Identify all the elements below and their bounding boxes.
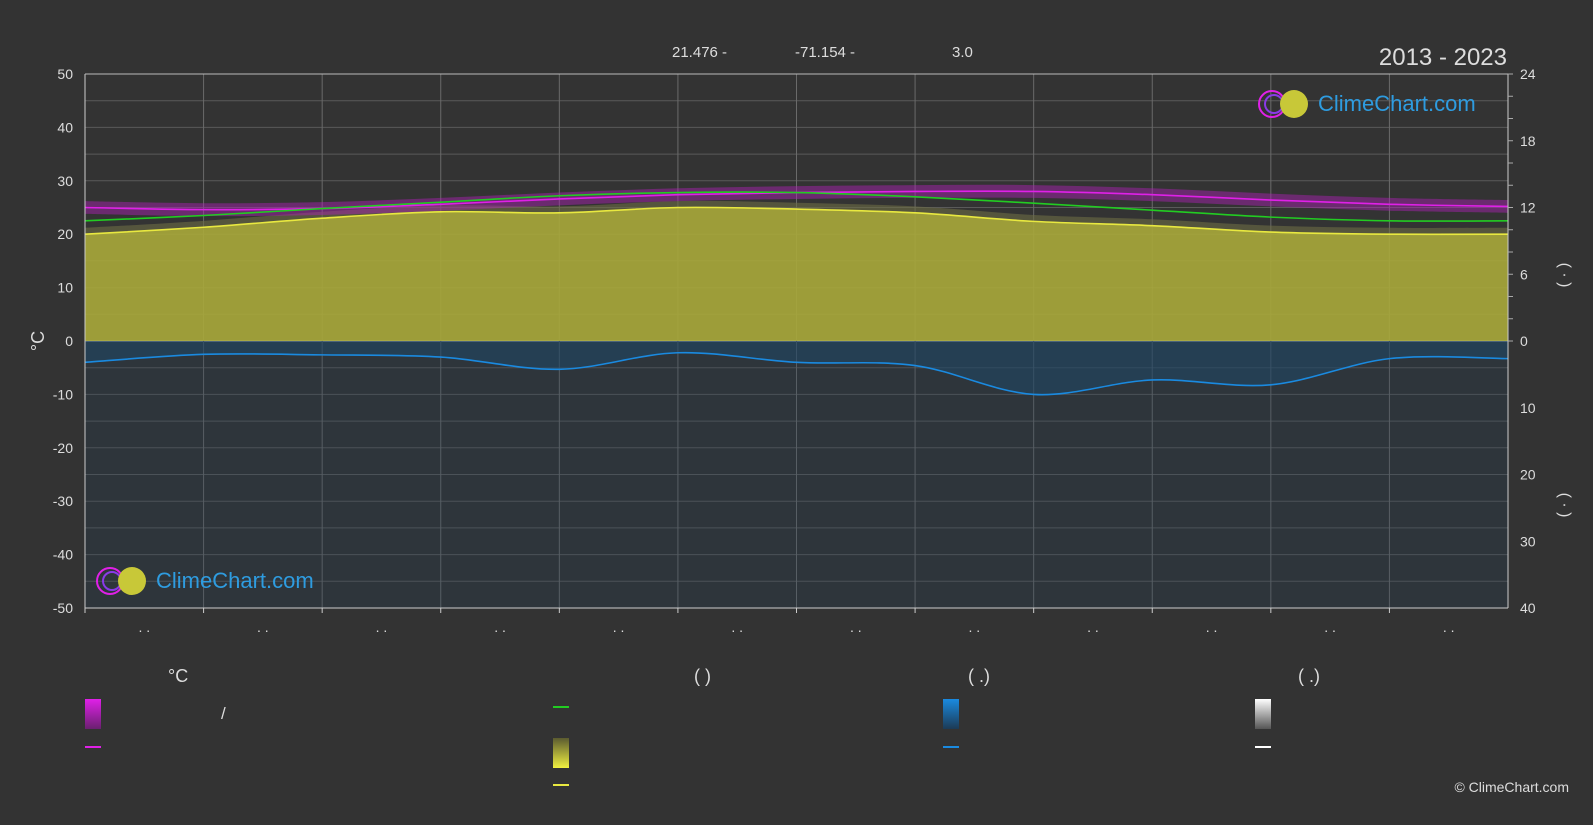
x-tick-label: . . xyxy=(138,619,150,635)
x-tick-label: . . xyxy=(1087,619,1099,635)
logo-text: ClimeChart.com xyxy=(1318,91,1476,116)
climechart-logo-icon xyxy=(1258,90,1308,118)
areas xyxy=(85,184,1508,608)
legend-head-snow: ( .) xyxy=(1298,666,1320,686)
right-axis-label-top: ( · ) xyxy=(1556,263,1573,288)
x-tick-label: . . xyxy=(1206,619,1218,635)
y-tick-label: 20 xyxy=(57,226,73,242)
swatch-yellow-gradient xyxy=(553,738,569,768)
y-tick-label: -50 xyxy=(53,600,73,616)
right-tick-label-top: 6 xyxy=(1520,266,1528,282)
y-axis-label: °C xyxy=(28,331,48,351)
legend-head-sun: ( ) xyxy=(694,666,711,686)
y-tick-label: 50 xyxy=(57,66,73,82)
x-tick-label: . . xyxy=(731,619,743,635)
legend-sunshine-range xyxy=(553,738,581,768)
y-tick-label: -30 xyxy=(53,493,73,509)
legend-temp-mean xyxy=(85,746,113,748)
series-line-precip xyxy=(84,351,1509,396)
legend-temp-range: / xyxy=(85,699,226,729)
swatch-white-line xyxy=(1255,746,1271,748)
x-tick-label: . . xyxy=(257,619,269,635)
legend-precip-range xyxy=(943,699,971,729)
sunshine-band xyxy=(85,200,1508,235)
swatch-blue-gradient xyxy=(943,699,959,729)
right-tick-label-top: 0 xyxy=(1520,333,1528,349)
y-tick-label: -10 xyxy=(53,386,73,402)
latitude-label: 21.476 - xyxy=(672,44,728,61)
longitude-label: -71.154 - xyxy=(795,44,856,61)
x-tick-label: . . xyxy=(376,619,388,635)
right-tick-label-bottom: 20 xyxy=(1520,467,1536,483)
swatch-blue-line xyxy=(943,746,959,748)
copyright[interactable]: © ClimeChart.com xyxy=(1454,779,1569,795)
legend-snow-mean xyxy=(1255,746,1283,748)
period-label: 2013 - 2023 xyxy=(1378,44,1507,71)
series-line-sunshine xyxy=(84,206,1509,236)
series-line-daylight xyxy=(84,191,1509,222)
y-tick-label: 30 xyxy=(57,173,73,189)
logo-top[interactable]: ClimeChart.com xyxy=(1258,88,1476,120)
swatch-green-line xyxy=(553,706,569,708)
right-tick-label-bottom: 10 xyxy=(1520,400,1536,416)
right-tick-label-top: 24 xyxy=(1520,66,1536,82)
logo-bottom[interactable]: ClimeChart.com xyxy=(96,565,314,597)
x-tick-label: . . xyxy=(1324,619,1336,635)
legend-precip-mean xyxy=(943,746,971,748)
legend-head-temperature: °C xyxy=(168,666,189,686)
x-tick-label: . . xyxy=(969,619,981,635)
elevation-label: 3.0 xyxy=(952,44,973,61)
right-axis-label-bottom: ( · ) xyxy=(1556,493,1573,518)
logo-text: ClimeChart.com xyxy=(156,568,314,593)
legend-sunshine-mean xyxy=(553,784,581,786)
legend-head-rain: ( .) xyxy=(968,666,990,686)
precip-area xyxy=(85,341,1508,395)
right-tick-label-top: 12 xyxy=(1520,200,1536,216)
temperature-band xyxy=(85,184,1508,217)
right-tick-label-top: 18 xyxy=(1520,133,1536,149)
right-tick-label-bottom: 30 xyxy=(1520,533,1536,549)
right-tick-label-bottom: 40 xyxy=(1520,600,1536,616)
x-tick-label: . . xyxy=(494,619,506,635)
legend-daylight xyxy=(553,706,581,708)
axes: 50 40 30 20 10 0 -10 -20 -30 -40 -50 °C 24 18 12 6 0 10 20… xyxy=(28,66,1573,635)
swatch-magenta-gradient xyxy=(85,699,101,729)
y-tick-label: 10 xyxy=(57,280,73,296)
legend-slash: / xyxy=(221,704,226,723)
y-tick-label: -40 xyxy=(53,547,73,563)
sunshine-area xyxy=(85,207,1508,341)
y-tick-label: -20 xyxy=(53,440,73,456)
swatch-yellow-line xyxy=(553,784,569,786)
y-tick-label: 0 xyxy=(65,333,73,349)
climechart-logo-icon xyxy=(96,567,146,595)
swatch-white-gradient xyxy=(1255,699,1271,729)
x-tick-label: . . xyxy=(850,619,862,635)
legend-snow-range xyxy=(1255,699,1283,729)
swatch-magenta-line xyxy=(85,746,101,748)
y-tick-label: 40 xyxy=(57,119,73,135)
x-tick-label: . . xyxy=(1443,619,1455,635)
x-tick-label: . . xyxy=(613,619,625,635)
series-lines xyxy=(84,190,1509,396)
